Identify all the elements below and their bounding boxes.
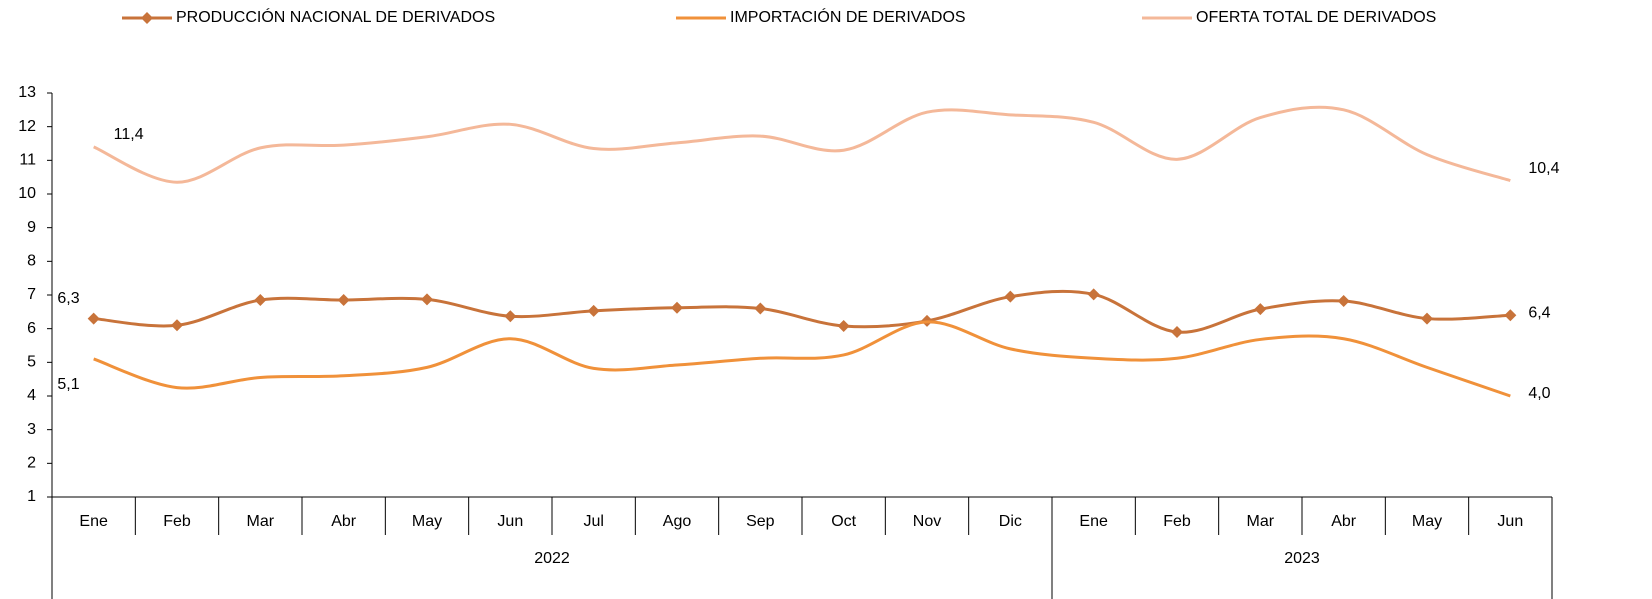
point-marker [1421,312,1433,325]
x-tick-label: Oct [831,513,856,530]
x-tick-label: Feb [163,513,191,530]
point-marker [1504,309,1517,322]
y-tick-label: 11 [19,152,36,169]
x-tick-label: Mar [247,513,275,530]
y-tick-label: 7 [27,286,36,303]
x-tick-label: Ene [1079,513,1108,530]
series-line [93,289,1511,334]
point-marker [671,301,683,314]
point-marker [1337,295,1350,308]
y-tick-label: 4 [27,387,36,404]
y-tick-label: 9 [27,219,36,236]
data-label: 5,1 [57,376,79,393]
y-tick-label: 5 [27,354,36,371]
x-tick-label: May [412,513,442,530]
x-tick-label: Abr [331,513,357,530]
point-marker [504,310,517,323]
series-line [93,320,1511,398]
data-label: 4,0 [1528,385,1550,402]
point-marker [421,293,433,306]
x-tick-label: Abr [1331,513,1357,530]
y-tick-label: 3 [27,421,36,438]
x-tick-label: Jun [1497,513,1523,530]
x-tick-label: Ene [79,513,108,530]
point-marker [1254,303,1267,316]
point-marker [754,302,767,315]
y-tick-label: 1 [27,488,36,505]
y-tick-label: 2 [27,455,36,472]
legend-label: OFERTA TOTAL DE DERIVADOS [1196,9,1436,26]
point-marker [1171,326,1183,339]
point-marker [837,319,850,332]
series-line [93,105,1511,184]
y-tick-label: 6 [27,320,36,337]
x-tick-label: Jul [583,513,603,530]
x-tick-label: May [1412,513,1442,530]
x-tick-label: Ago [663,513,692,530]
x-tick-label: Dic [999,513,1022,530]
x-tick-label: Nov [913,513,941,530]
x-group-label: 2022 [534,550,570,567]
x-tick-label: Sep [746,513,775,530]
x-group-label: 2023 [1284,550,1320,567]
point-marker [87,312,100,325]
point-marker [337,294,350,307]
data-label: 6,3 [57,290,79,307]
point-marker [171,319,183,332]
x-tick-label: Jun [497,513,523,530]
y-tick-label: 13 [18,84,36,101]
legend-label: IMPORTACIÓN DE DERIVADOS [730,7,966,26]
point-marker [587,304,600,317]
legend-marker [141,12,153,24]
point-marker [1004,290,1017,303]
data-label: 6,4 [1528,304,1550,321]
x-tick-label: Mar [1247,513,1275,530]
point-marker [254,294,267,307]
y-tick-label: 8 [27,253,36,270]
y-tick-label: 12 [18,118,36,135]
data-label: 10,4 [1528,160,1559,177]
point-marker [1087,288,1100,301]
data-label: 11,4 [114,126,144,143]
legend-label: PRODUCCIÓN NACIONAL DE DERIVADOS [176,7,495,26]
y-tick-label: 10 [18,185,36,202]
x-tick-label: Feb [1163,513,1191,530]
